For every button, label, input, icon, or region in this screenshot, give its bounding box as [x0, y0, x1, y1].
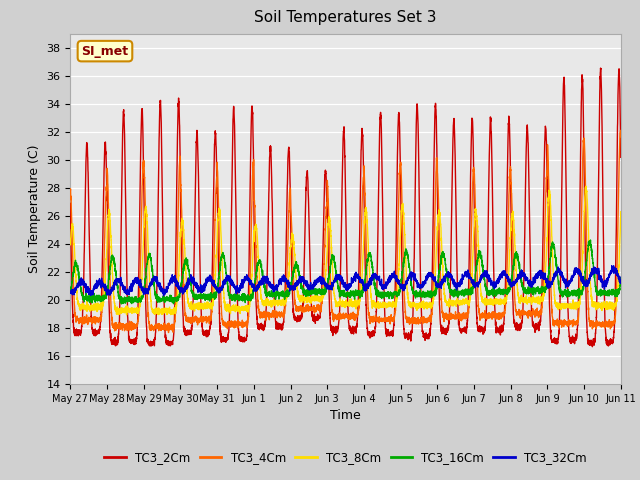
TC3_32Cm: [67, 289, 74, 295]
TC3_8Cm: [325, 214, 333, 219]
Y-axis label: Soil Temperature (C): Soil Temperature (C): [28, 144, 41, 273]
TC3_16Cm: [67, 289, 74, 295]
TC3_4Cm: [469, 173, 477, 179]
TC3_2Cm: [500, 318, 508, 324]
TC3_8Cm: [67, 242, 74, 248]
TC3_16Cm: [438, 252, 446, 258]
TC3_32Cm: [160, 293, 168, 299]
TC3_4Cm: [617, 134, 625, 140]
TC3_32Cm: [325, 286, 333, 292]
TC3_16Cm: [325, 273, 333, 279]
TC3_4Cm: [617, 128, 625, 133]
TC3_16Cm: [587, 237, 595, 243]
TC3_8Cm: [123, 312, 131, 318]
TC3_32Cm: [166, 283, 173, 288]
Line: TC3_2Cm: TC3_2Cm: [70, 68, 621, 347]
Line: TC3_4Cm: TC3_4Cm: [70, 131, 621, 333]
Text: SI_met: SI_met: [81, 45, 129, 58]
TC3_4Cm: [438, 309, 446, 314]
TC3_32Cm: [608, 263, 616, 269]
TC3_8Cm: [166, 309, 173, 315]
TC3_32Cm: [617, 280, 625, 286]
TC3_4Cm: [325, 230, 333, 236]
TC3_2Cm: [469, 128, 477, 134]
TC3_8Cm: [438, 263, 446, 269]
TC3_32Cm: [438, 279, 446, 285]
TC3_2Cm: [617, 155, 625, 160]
TC3_32Cm: [469, 280, 477, 286]
TC3_8Cm: [616, 226, 624, 232]
Legend: TC3_2Cm, TC3_4Cm, TC3_8Cm, TC3_16Cm, TC3_32Cm: TC3_2Cm, TC3_4Cm, TC3_8Cm, TC3_16Cm, TC3…: [100, 446, 591, 468]
TC3_2Cm: [616, 117, 624, 123]
Title: Soil Temperatures Set 3: Soil Temperatures Set 3: [254, 11, 437, 25]
TC3_2Cm: [67, 201, 74, 206]
TC3_16Cm: [166, 299, 173, 304]
TC3_4Cm: [616, 130, 624, 136]
TC3_16Cm: [616, 282, 624, 288]
Line: TC3_16Cm: TC3_16Cm: [70, 240, 621, 304]
TC3_16Cm: [617, 277, 625, 283]
TC3_8Cm: [469, 250, 477, 256]
TC3_4Cm: [67, 187, 74, 193]
X-axis label: Time: Time: [330, 409, 361, 422]
TC3_2Cm: [325, 286, 333, 292]
TC3_16Cm: [118, 301, 125, 307]
TC3_2Cm: [596, 65, 604, 71]
TC3_4Cm: [164, 330, 172, 336]
TC3_8Cm: [617, 209, 625, 215]
TC3_2Cm: [166, 340, 173, 346]
TC3_4Cm: [500, 309, 508, 315]
TC3_32Cm: [500, 268, 508, 274]
TC3_4Cm: [166, 323, 173, 328]
TC3_16Cm: [469, 285, 477, 291]
TC3_2Cm: [438, 327, 446, 333]
TC3_8Cm: [582, 183, 590, 189]
TC3_8Cm: [500, 299, 508, 305]
Line: TC3_8Cm: TC3_8Cm: [70, 186, 621, 315]
Line: TC3_32Cm: TC3_32Cm: [70, 266, 621, 296]
TC3_2Cm: [589, 344, 596, 349]
TC3_32Cm: [616, 280, 624, 286]
TC3_16Cm: [500, 288, 508, 294]
